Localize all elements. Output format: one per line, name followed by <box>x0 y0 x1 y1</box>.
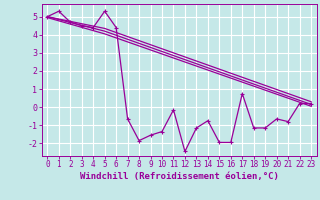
X-axis label: Windchill (Refroidissement éolien,°C): Windchill (Refroidissement éolien,°C) <box>80 172 279 181</box>
